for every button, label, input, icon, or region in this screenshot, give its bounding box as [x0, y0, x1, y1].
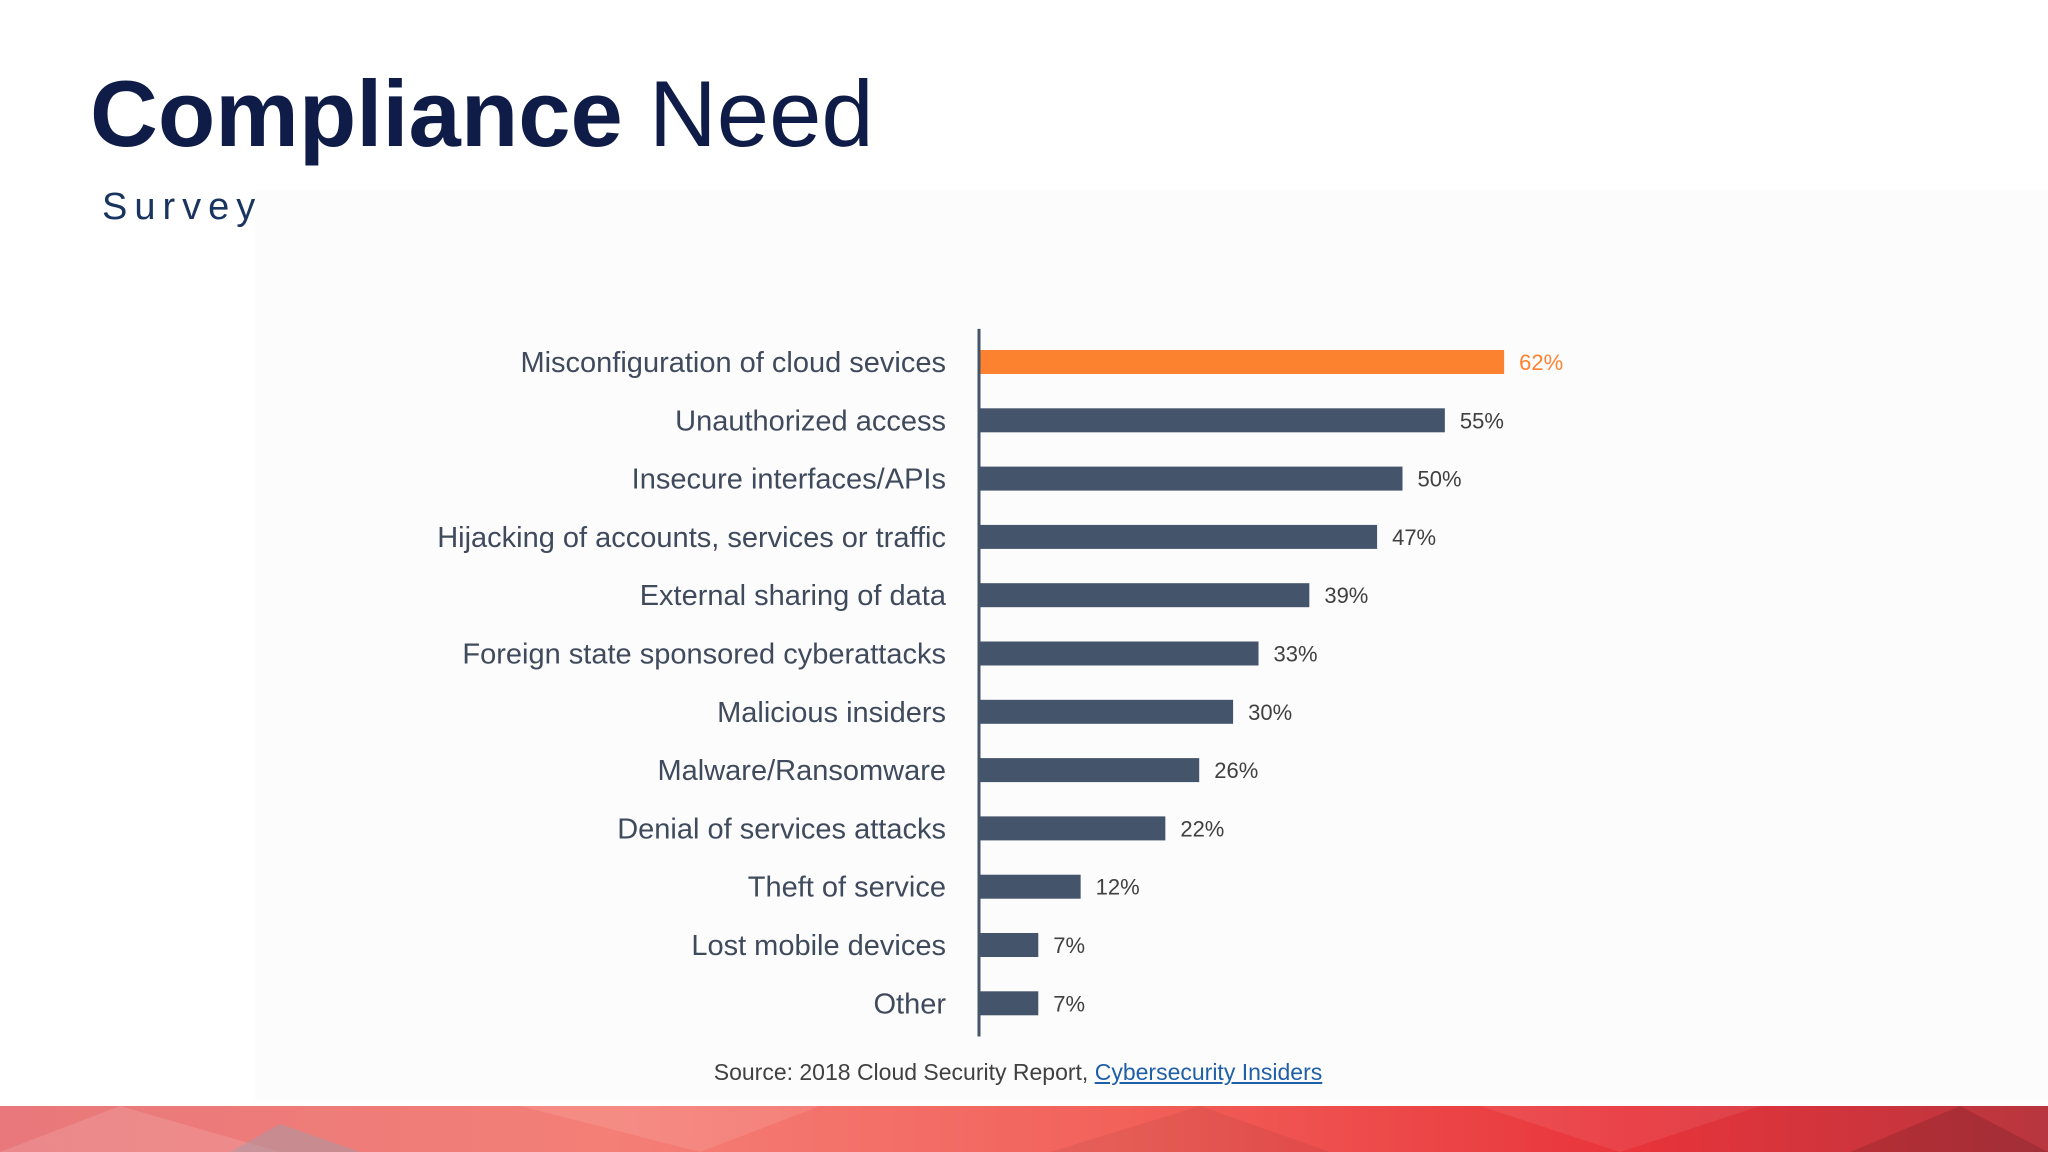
slide-title: Compliance Need: [90, 62, 874, 165]
value-label: 22%: [1180, 816, 1224, 841]
bar: [979, 758, 1200, 783]
footer-band: [0, 1106, 2048, 1152]
value-label: 62%: [1519, 350, 1563, 375]
title-bold: Compliance: [90, 61, 623, 166]
bar: [979, 991, 1039, 1016]
value-label: 26%: [1214, 758, 1258, 783]
category-label: Insecure interfaces/APIs: [632, 464, 946, 496]
source-link[interactable]: Cybersecurity Insiders: [1094, 1059, 1323, 1085]
bar: [979, 408, 1445, 433]
category-label: External sharing of data: [640, 580, 947, 612]
source-text: Source: 2018 Cloud Security Report,: [713, 1059, 1089, 1085]
value-label: 39%: [1324, 583, 1368, 608]
bar: [979, 816, 1166, 841]
category-label: Theft of service: [748, 872, 946, 904]
bar-chart: Misconfiguration of cloud sevices 62% Unau…: [437, 328, 1563, 1037]
title-regular: Need: [648, 61, 874, 166]
category-label: Misconfiguration of cloud sevices: [520, 347, 946, 379]
value-label: 33%: [1274, 642, 1318, 667]
category-label: Unauthorized access: [675, 405, 946, 437]
category-label: Denial of services attacks: [617, 813, 946, 845]
value-label: 47%: [1392, 525, 1436, 550]
category-label: Other: [873, 988, 946, 1020]
bar: [979, 641, 1259, 666]
bar: [979, 466, 1403, 491]
value-label: 50%: [1418, 467, 1462, 492]
value-label: 12%: [1096, 875, 1140, 900]
bar: [979, 583, 1310, 608]
value-label: 7%: [1053, 933, 1085, 958]
bar: [979, 524, 1378, 549]
bar: [979, 874, 1081, 899]
value-label: 30%: [1248, 700, 1292, 725]
bar: [979, 933, 1039, 957]
category-label: Lost mobile devices: [691, 930, 946, 962]
value-label: 7%: [1053, 991, 1085, 1016]
category-label: Hijacking of accounts, services or traff…: [437, 522, 946, 554]
category-label: Foreign state sponsored cyberattacks: [462, 639, 946, 671]
category-label: Malware/Ransomware: [658, 755, 947, 787]
source-citation: Source: 2018 Cloud Security Report, Cybe…: [0, 1059, 2036, 1086]
category-label: Malicious insiders: [717, 697, 946, 729]
value-label: 55%: [1460, 408, 1504, 433]
bar: [979, 699, 1234, 724]
bar: [979, 350, 1505, 374]
